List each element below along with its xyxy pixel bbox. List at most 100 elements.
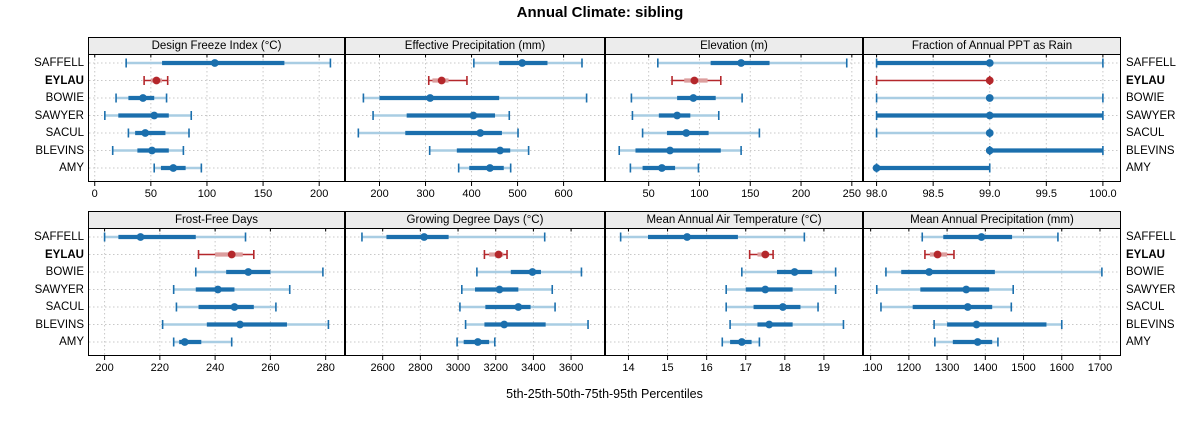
percentile-row (153, 163, 203, 173)
percentile-row (725, 302, 819, 312)
median-dot (495, 285, 504, 294)
panel-strip-label: Mean Annual Precipitation (mm) (863, 211, 1121, 228)
axis-tick-label: 100 (198, 188, 216, 200)
panel-mean-annual-air-temperature: Mean Annual Air Temperature (°C) 14 15 16 1… (605, 211, 863, 376)
x-axis: 50 100 150 200 250 (643, 54, 861, 200)
axis-tick-label: 1500 (1011, 362, 1035, 374)
median-dot (673, 111, 682, 120)
panel-border (88, 228, 345, 356)
median-dot (690, 76, 699, 85)
percentile-row (427, 76, 468, 85)
percentile-row (127, 128, 190, 138)
median-dot (476, 129, 485, 137)
axis-tick-label: 3200 (483, 362, 507, 374)
median-dot (985, 111, 994, 120)
median-dot (150, 111, 159, 120)
station-label-right-bowie: BOWIE (1126, 266, 1165, 278)
median-dot (737, 338, 746, 346)
axis-tick-label: 98.0 (866, 188, 887, 200)
x-axis: 98.0 98.5 99.0 99.5 100.0 (866, 54, 1117, 200)
axis-tick-label: 16 (701, 362, 713, 374)
axis-tick-label: 200 (310, 188, 328, 200)
panel-canvas: 14 15 16 17 18 19 (605, 228, 863, 374)
percentile-row (657, 58, 848, 68)
station-label-right-eylau: EYLAU (1126, 74, 1165, 87)
panel-canvas: 200 300 400 500 600 (345, 54, 605, 200)
median-dot (139, 94, 147, 102)
axis-tick-label: 18 (779, 362, 791, 374)
x-axis: 2600 2800 3000 3200 3400 3600 (370, 228, 583, 374)
station-label-right-sawyer: SAWYER (1126, 109, 1176, 122)
median-dot (761, 250, 770, 259)
percentile-row (721, 337, 761, 347)
median-dot (985, 59, 994, 67)
percentile-row (115, 93, 168, 103)
median-dot (985, 76, 994, 85)
percentile-row (921, 232, 1059, 242)
station-label-right-sawyer: SAWYER (1126, 283, 1176, 296)
axis-tick-label: 400 (462, 188, 480, 200)
percentile-row (172, 337, 233, 347)
station-label-right-saffell: SAFFELL (1126, 57, 1176, 69)
station-label-left-blevins: BLEVINS (35, 318, 84, 331)
median-dot (790, 268, 799, 276)
percentile-row (641, 128, 761, 138)
percentile-row (880, 302, 1013, 312)
axis-tick-label: 0 (92, 188, 98, 200)
percentile-row (459, 302, 556, 312)
percentile-row (629, 163, 700, 173)
median-dot (872, 164, 881, 172)
panel-canvas: 2600 2800 3000 3200 3400 3600 (345, 228, 605, 374)
panel-canvas: 1100 1200 1300 1400 1500 1600 1700 (863, 228, 1121, 374)
median-dot (169, 164, 178, 172)
axis-tick-label: 260 (261, 362, 279, 374)
median-dot (765, 320, 774, 329)
station-label-right-blevins: BLEVINS (1126, 318, 1175, 331)
station-label-left-sacul: SACUL (45, 301, 84, 313)
panel-design-freeze-index: Design Freeze Index (°C) 0 50 100 150 200 (88, 37, 345, 202)
percentile-row (741, 267, 837, 277)
station-label-right-amy: AMY (1126, 162, 1151, 174)
panel-strip-label: Design Freeze Index (°C) (88, 37, 345, 54)
median-dot (230, 303, 239, 311)
median-dot (518, 59, 527, 67)
percentile-row (161, 320, 330, 329)
panel-strip-label: Growing Degree Days (°C) (345, 211, 605, 228)
axis-tick-label: 1200 (897, 362, 921, 374)
panel-border (863, 54, 1121, 182)
percentile-row (924, 250, 955, 259)
median-dot (514, 303, 523, 311)
station-label-right-blevins: BLEVINS (1126, 144, 1175, 157)
chart-title: Annual Climate: sibling (516, 4, 684, 21)
station-label-left-eylau: EYLAU (45, 248, 84, 261)
station-label-right-sacul: SACUL (1126, 127, 1165, 139)
percentile-row (464, 320, 589, 329)
axis-tick-label: 1300 (935, 362, 959, 374)
median-dot (426, 94, 435, 102)
axis-tick-label: 50 (145, 188, 157, 200)
panel-canvas: 50 100 150 200 250 (605, 54, 863, 200)
panel-canvas: 200 220 240 260 280 (88, 228, 345, 374)
percentile-row (725, 285, 837, 294)
median-dot (761, 285, 770, 294)
panel-frost-free-days: Frost-Free Days 200 220 240 260 280 (88, 211, 345, 376)
percentile-row (103, 232, 247, 242)
axis-tick-label: 1400 (973, 362, 997, 374)
median-dot (528, 268, 537, 276)
median-dot (180, 338, 189, 346)
percentile-row (428, 146, 530, 155)
median-dot (985, 146, 994, 155)
axis-tick-label: 1700 (1088, 362, 1112, 374)
percentile-row (872, 163, 991, 173)
percentile-row (175, 302, 277, 312)
percentile-row (933, 320, 1063, 329)
median-dot (437, 76, 446, 85)
percentile-row (172, 285, 291, 294)
x-axis: 14 15 16 17 18 19 (622, 228, 830, 374)
x-axis: 200 300 400 500 600 (370, 54, 573, 200)
station-label-left-bowie: BOWIE (45, 92, 84, 104)
percentile-row (461, 285, 554, 294)
axis-tick-label: 280 (316, 362, 334, 374)
percentile-row (111, 146, 185, 155)
percentile-row (630, 93, 743, 103)
